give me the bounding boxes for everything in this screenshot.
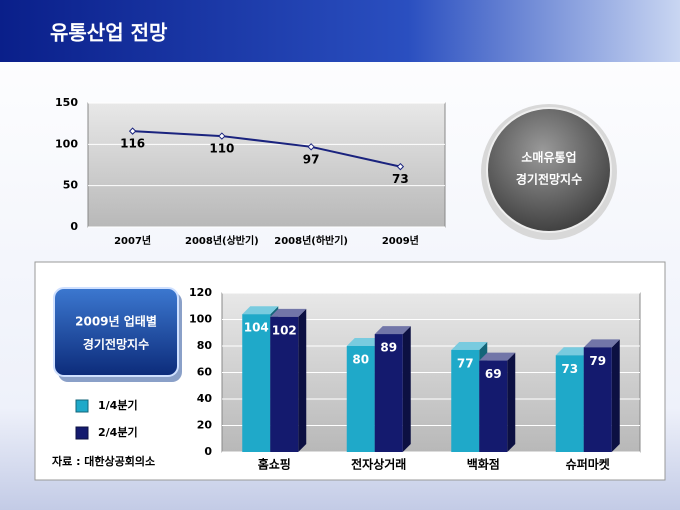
y-tick-label: 50 [63,179,79,192]
data-label: 79 [589,354,606,368]
panel-label-line: 2009년 업태별 [75,314,157,329]
data-label: 102 [272,323,297,337]
data-label: 73 [392,172,409,186]
y-tick-label: 0 [204,445,212,458]
point [307,143,315,151]
bar [346,346,375,452]
x-tick-label: 2007년 [114,234,151,247]
point [128,127,137,135]
badge-line: 경기전망지수 [516,172,582,187]
data-label: 116 [120,137,145,151]
data-label: 69 [485,367,502,381]
bar [242,314,271,452]
y-tick-label: 0 [70,220,78,233]
legend-swatch [75,399,89,413]
y-tick-label: 20 [197,419,213,432]
x-tick-label: 2009년 [382,234,419,247]
y-tick-label: 80 [197,339,213,352]
bar [555,355,584,452]
point [218,132,226,140]
bar-top [270,308,307,317]
y-tick-label: 120 [189,286,212,299]
data-label: 77 [457,356,474,370]
source: 자료 : 대한상공회의소 [52,454,155,468]
plot-area [87,102,446,228]
bar-top [583,339,620,348]
bar-side [611,339,620,452]
badge-line: 소매유통업 [521,150,576,165]
bar-top [346,338,383,346]
slide-title: 유통산업 전망 [50,21,168,45]
bar-top [479,352,516,361]
data-label: 80 [352,353,369,367]
x-tick-label: 슈퍼마켓 [566,457,610,472]
x-tick-label: 백화점 [467,457,500,472]
data-label: 89 [380,341,397,355]
data-label: 97 [303,152,320,166]
bar [479,360,508,452]
bar-top [555,347,592,356]
bar [583,347,612,452]
badge [486,107,612,233]
data-label: 73 [561,362,578,376]
y-tick-label: 100 [189,313,212,326]
legend-swatch [75,426,89,440]
bar [270,316,299,452]
bar-side [402,326,411,452]
data-label: 110 [209,142,234,156]
y-tick-label: 40 [197,392,213,405]
legend-label: 2/4분기 [98,425,138,439]
x-tick-label: 전자상거래 [351,457,406,472]
line [132,130,401,168]
bar [374,334,403,452]
bar-top [374,326,411,335]
bar-top [242,306,279,315]
x-tick-label: 홈쇼핑 [258,457,291,472]
data-label: 104 [244,321,269,335]
legend-label: 1/4분기 [98,398,138,412]
bar-top [451,341,488,350]
bar-side [507,352,516,452]
y-tick-label: 100 [55,137,78,150]
panel-label-line: 경기전망지수 [83,337,149,352]
x-tick-label: 2008년(하반기) [274,234,348,247]
x-tick-label: 2008년(상반기) [185,234,259,247]
bar-side [298,308,307,452]
y-tick-label: 60 [197,366,213,379]
point [396,162,405,171]
header-band [0,0,680,62]
bar [451,349,480,452]
y-tick-label: 150 [55,96,78,109]
panel-label [53,287,179,377]
